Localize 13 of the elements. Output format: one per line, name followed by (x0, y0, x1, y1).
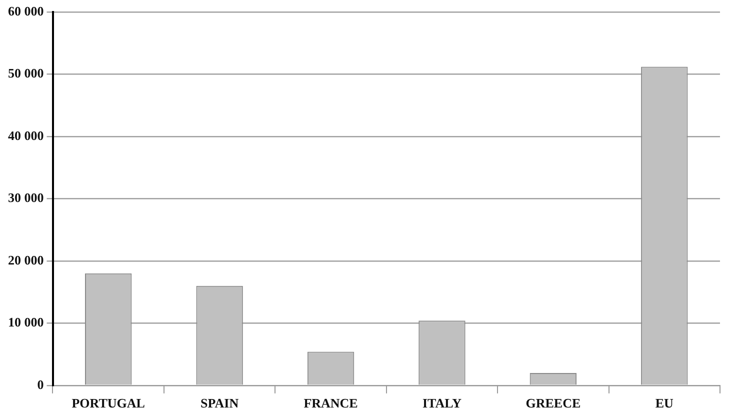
y-tick-label: 40 000 (8, 128, 44, 143)
x-tick-label: FRANCE (304, 396, 358, 411)
y-tick-label: 0 (37, 376, 44, 392)
y-tick-label: 50 000 (8, 66, 44, 81)
x-tick-label: GREECE (526, 396, 581, 411)
x-tick-label: EU (655, 396, 674, 411)
y-tick-label: 10 000 (8, 314, 44, 330)
y-tick-label: 30 000 (8, 190, 44, 206)
y-tick-label: 60 000 (8, 3, 44, 18)
x-tick-label: PORTUGAL (72, 396, 146, 411)
x-tick-label: SPAIN (200, 396, 240, 411)
x-tick-label: ITALY (422, 396, 462, 411)
y-tick-label: 20 000 (8, 252, 44, 268)
